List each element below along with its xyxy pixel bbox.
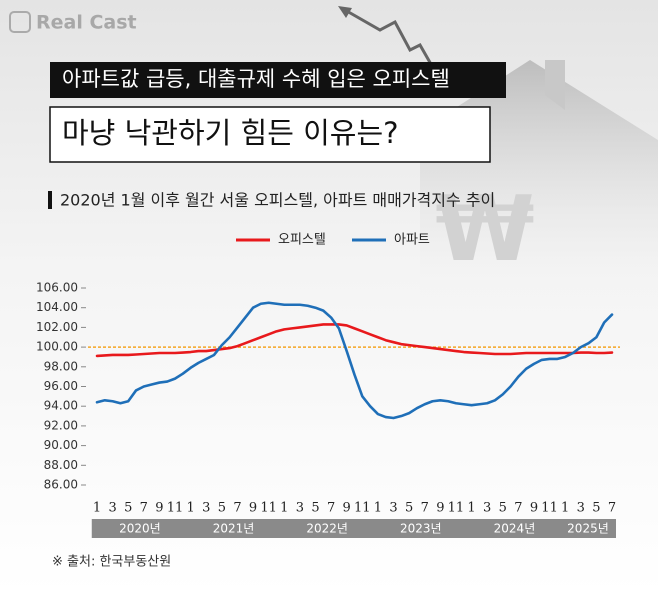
year-band <box>279 519 376 538</box>
x-tick-label: 9 <box>155 501 163 516</box>
x-tick-label: 1 <box>93 501 101 516</box>
y-tick-label: 98.00 <box>44 359 78 373</box>
chimney <box>545 60 565 110</box>
year-band <box>466 519 563 538</box>
y-tick-label: 88.00 <box>44 458 78 472</box>
x-tick-label: 11 <box>260 501 277 516</box>
y-tick-label: 96.00 <box>44 379 78 393</box>
won-symbol: ₩ <box>435 177 534 282</box>
legend-label: 아파트 <box>394 233 430 248</box>
x-tick-label: 9 <box>436 501 444 516</box>
headline2-box <box>49 106 491 163</box>
year-label: 2024년 <box>494 522 536 536</box>
year-label: 2021년 <box>213 522 255 536</box>
headline2: 마냥 낙관하기 힘든 이유는? <box>62 116 399 150</box>
series-line <box>95 323 614 358</box>
y-tick-label: 106.00 <box>36 281 78 295</box>
y-tick-label: 94.00 <box>44 399 78 413</box>
x-tick-label: 3 <box>483 501 491 516</box>
year-label: 2023년 <box>400 522 442 536</box>
legend-label: 오피스텔 <box>278 233 326 248</box>
year-label: 2025년 <box>567 522 609 536</box>
arrow-head <box>338 6 352 18</box>
x-tick-label: 3 <box>296 501 304 516</box>
x-tick-label: 7 <box>608 501 616 516</box>
x-tick-label: 7 <box>514 501 522 516</box>
x-tick-label: 5 <box>311 501 319 516</box>
x-tick-label: 9 <box>530 501 538 516</box>
x-tick-label: 7 <box>233 501 241 516</box>
x-tick-label: 7 <box>140 501 148 516</box>
logo-icon <box>9 11 31 33</box>
year-label: 2020년 <box>119 522 161 536</box>
x-tick-label: 3 <box>108 501 116 516</box>
x-tick-label: 11 <box>448 501 465 516</box>
x-tick-label: 9 <box>343 501 351 516</box>
x-tick-label: 7 <box>421 501 429 516</box>
title-bar <box>48 191 52 209</box>
headline-box <box>50 62 506 98</box>
series-line <box>95 301 614 420</box>
headline: 아파트값 급등, 대출규제 수혜 입은 오피스텔 <box>62 67 450 91</box>
x-tick-label: 11 <box>541 501 558 516</box>
y-tick-label: 90.00 <box>44 438 78 452</box>
year-band <box>559 519 616 538</box>
x-tick-label: 1 <box>467 501 475 516</box>
x-tick-label: 3 <box>202 501 210 516</box>
year-band <box>185 519 282 538</box>
logo: Real Cast <box>36 12 137 34</box>
year-band <box>91 519 189 538</box>
x-tick-label: 5 <box>124 501 132 516</box>
x-tick-label: 1 <box>374 501 382 516</box>
y-tick-label: 104.00 <box>36 300 78 314</box>
x-tick-label: 3 <box>577 501 585 516</box>
year-label: 2022년 <box>306 522 348 536</box>
x-tick-label: 1 <box>186 501 194 516</box>
source: ※ 출처: 한국부동산원 <box>52 555 171 570</box>
x-tick-label: 5 <box>218 501 226 516</box>
year-band <box>372 519 469 538</box>
x-tick-label: 1 <box>561 501 569 516</box>
arrow-decoration <box>344 8 442 81</box>
x-tick-label: 5 <box>592 501 600 516</box>
x-tick-label: 5 <box>499 501 507 516</box>
x-tick-label: 5 <box>405 501 413 516</box>
y-tick-label: 102.00 <box>36 320 78 334</box>
x-tick-label: 3 <box>389 501 397 516</box>
x-tick-label: 1 <box>280 501 288 516</box>
x-tick-label: 11 <box>354 501 371 516</box>
y-tick-label: 86.00 <box>44 478 78 492</box>
chart-title: 2020년 1월 이후 월간 서울 오피스텔, 아파트 매매가격지수 추이 <box>60 191 495 210</box>
x-tick-label: 7 <box>327 501 335 516</box>
y-tick-label: 92.00 <box>44 418 78 432</box>
x-tick-label: 9 <box>249 501 257 516</box>
y-tick-label: 100.00 <box>36 340 78 354</box>
x-tick-label: 11 <box>167 501 184 516</box>
